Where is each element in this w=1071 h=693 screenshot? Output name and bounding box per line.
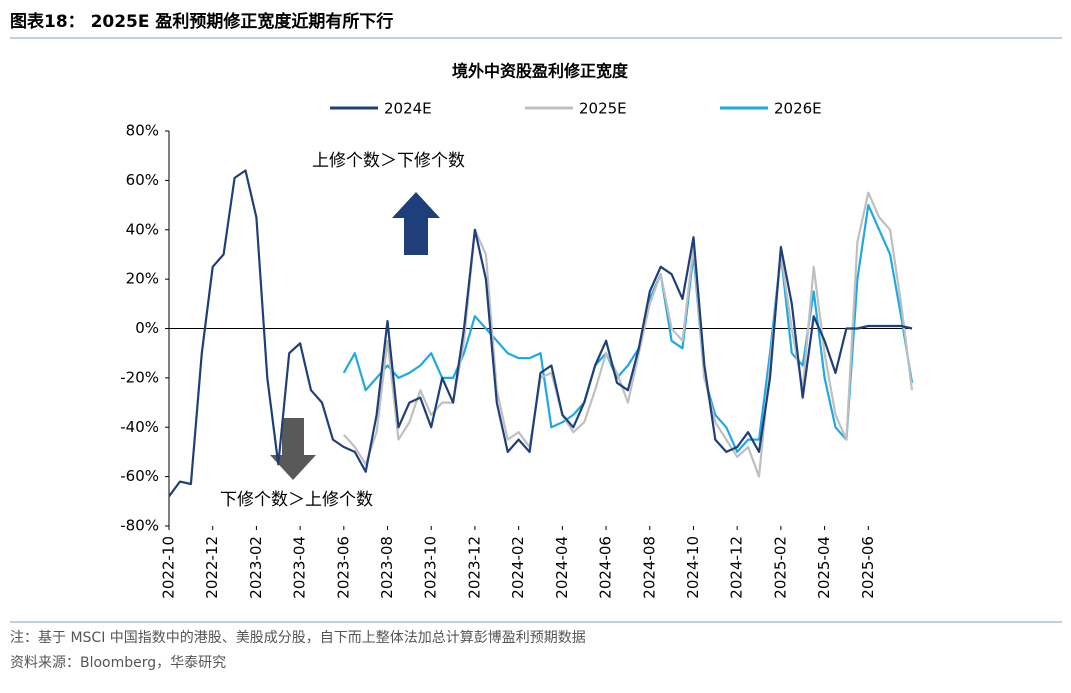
y-tick-label: -20% bbox=[120, 368, 159, 386]
y-tick-label: -40% bbox=[120, 418, 159, 436]
x-tick-label: 2023-02 bbox=[247, 536, 265, 599]
x-tick-label: 2025-06 bbox=[859, 536, 877, 599]
y-tick-label: -60% bbox=[120, 467, 159, 485]
x-tick-label: 2023-08 bbox=[378, 536, 396, 599]
x-tick-label: 2024-02 bbox=[509, 536, 527, 599]
x-tick-label: 2023-12 bbox=[465, 536, 483, 599]
y-tick-label: 0% bbox=[135, 319, 159, 337]
header-title: 图表18： 2025E 盈利预期修正宽度近期有所下行 bbox=[10, 11, 393, 32]
x-tick-label: 2025-02 bbox=[771, 536, 789, 599]
legend-label: 2024E bbox=[384, 100, 432, 118]
annotation: 下修个数＞上修个数 bbox=[220, 490, 373, 510]
x-tick-label: 2024-10 bbox=[684, 536, 702, 599]
x-tick-label: 2022-10 bbox=[160, 536, 178, 599]
footnote: 注：基于 MSCI 中国指数中的港股、美股成分股，自下而上整体法加总计算彭博盈利… bbox=[10, 629, 586, 646]
source: 资料来源：Bloomberg，华泰研究 bbox=[10, 655, 226, 671]
x-tick-label: 2024-04 bbox=[553, 536, 571, 599]
x-tick-label: 2024-08 bbox=[640, 536, 658, 599]
y-tick-label: -80% bbox=[120, 517, 159, 535]
legend-label: 2025E bbox=[579, 100, 627, 118]
x-tick-label: 2023-06 bbox=[334, 536, 352, 599]
x-tick-label: 2024-06 bbox=[597, 536, 615, 599]
y-tick-label: 20% bbox=[126, 270, 159, 288]
down-arrow bbox=[270, 418, 316, 480]
x-tick-label: 2023-10 bbox=[422, 536, 440, 599]
chart-title: 境外中资股盈利修正宽度 bbox=[452, 62, 629, 81]
series-line bbox=[342, 191, 914, 478]
legend-label: 2026E bbox=[774, 100, 822, 118]
y-tick-label: 40% bbox=[126, 220, 159, 238]
x-tick-label: 2022-12 bbox=[203, 536, 221, 599]
up-arrow bbox=[392, 192, 440, 255]
y-tick-label: 60% bbox=[126, 171, 159, 189]
x-tick-label: 2024-12 bbox=[728, 536, 746, 599]
y-tick-label: 80% bbox=[126, 122, 159, 140]
series-line bbox=[168, 169, 913, 498]
annotation: 上修个数＞下修个数 bbox=[312, 151, 465, 171]
x-tick-label: 2023-04 bbox=[291, 536, 309, 599]
series-line bbox=[342, 204, 914, 453]
x-tick-label: 2025-04 bbox=[815, 536, 833, 599]
